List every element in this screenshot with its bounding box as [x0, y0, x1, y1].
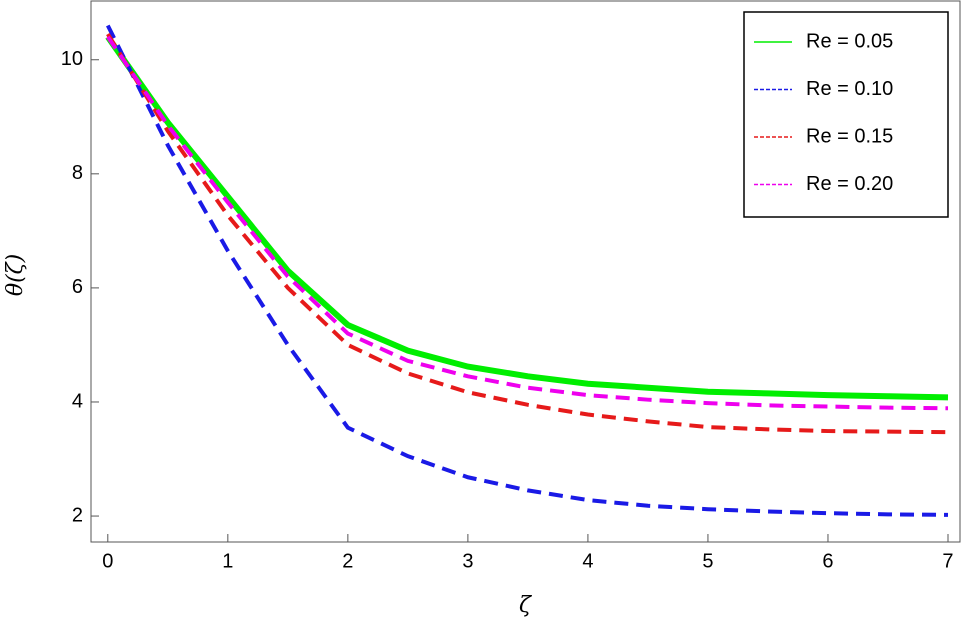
legend-label: Re = 0.10 [806, 78, 893, 100]
legend-label: Re = 0.05 [806, 30, 893, 52]
legend-label: Re = 0.20 [806, 173, 893, 195]
y-axis-title: θ(ζ) [3, 254, 28, 296]
series-line [105, 35, 949, 401]
y-tick-label: 2 [72, 504, 83, 526]
plot-frame [90, 0, 961, 543]
legend-box [743, 11, 949, 218]
y-tick-label: 10 [61, 48, 83, 70]
x-tick-label: 1 [222, 550, 233, 572]
y-tick-label: 6 [72, 276, 83, 298]
series-line [106, 24, 949, 517]
series-line [106, 33, 949, 435]
x-tick-label: 7 [942, 550, 953, 572]
y-tick-label: 4 [72, 390, 83, 412]
x-tick-label: 3 [462, 550, 473, 572]
x-tick-label: 5 [702, 550, 713, 572]
x-tick-label: 2 [342, 550, 353, 572]
x-tick-label: 4 [582, 550, 593, 572]
x-axis-title: ζ [519, 593, 533, 618]
y-tick-label: 8 [72, 162, 83, 184]
x-tick-label: 0 [102, 550, 113, 572]
legend-label: Re = 0.15 [806, 125, 893, 147]
x-tick-label: 6 [822, 550, 833, 572]
